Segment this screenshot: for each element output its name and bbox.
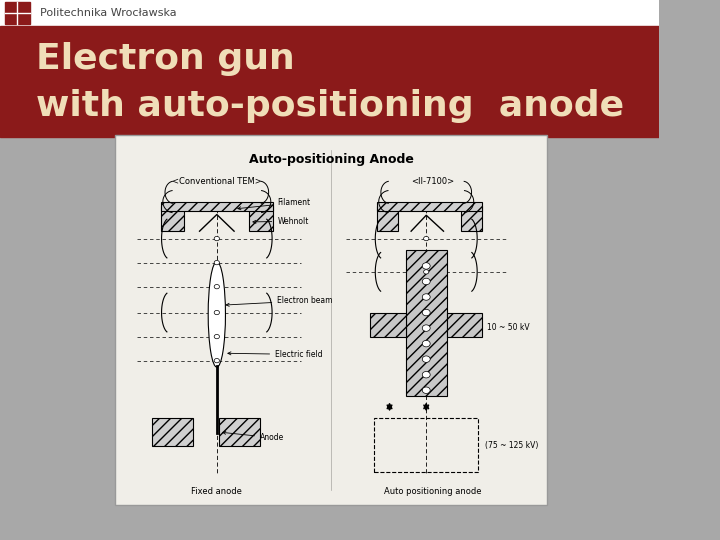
Circle shape: [423, 269, 429, 274]
Circle shape: [214, 285, 220, 289]
Circle shape: [214, 334, 220, 339]
Circle shape: [422, 387, 430, 394]
Text: (75 ~ 125 kV): (75 ~ 125 kV): [485, 441, 538, 450]
Circle shape: [214, 260, 220, 265]
Circle shape: [214, 237, 220, 241]
Bar: [374, 418, 478, 471]
Text: Anode: Anode: [222, 431, 284, 442]
Bar: [447, 313, 482, 336]
Text: Auto positioning anode: Auto positioning anode: [384, 488, 482, 496]
Circle shape: [422, 278, 430, 285]
Circle shape: [423, 237, 429, 241]
Bar: [249, 206, 273, 231]
Circle shape: [422, 340, 430, 347]
Circle shape: [422, 372, 430, 378]
Bar: [4, 2, 30, 24]
Bar: [377, 201, 482, 211]
Bar: [461, 206, 482, 231]
Bar: [405, 249, 447, 396]
Text: <Conventional TEM>: <Conventional TEM>: [172, 177, 261, 186]
Bar: [370, 313, 405, 336]
Circle shape: [422, 309, 430, 316]
Text: Politechnika Wrocławska: Politechnika Wrocławska: [40, 8, 176, 18]
Circle shape: [422, 325, 430, 332]
Circle shape: [422, 356, 430, 362]
Text: 10 ~ 50 kV: 10 ~ 50 kV: [487, 323, 529, 332]
Bar: [161, 206, 184, 231]
Circle shape: [214, 359, 220, 363]
Bar: [219, 418, 260, 446]
Bar: [0, 0, 660, 26]
Ellipse shape: [208, 262, 225, 367]
Text: Fixed anode: Fixed anode: [192, 488, 242, 496]
Text: Auto-positioning Anode: Auto-positioning Anode: [249, 152, 414, 166]
Circle shape: [422, 262, 430, 269]
Bar: [377, 206, 398, 231]
Bar: [161, 201, 273, 211]
Text: <II-7100>: <II-7100>: [411, 177, 454, 186]
Text: Electric field: Electric field: [228, 350, 323, 359]
Bar: [152, 418, 193, 446]
Text: Electron beam: Electron beam: [226, 296, 333, 306]
Bar: [0, 26, 660, 137]
Bar: [115, 135, 547, 505]
Circle shape: [422, 294, 430, 300]
Text: Wehnolt: Wehnolt: [253, 217, 309, 226]
Text: Electron gun: Electron gun: [36, 42, 295, 76]
Text: Filament: Filament: [238, 198, 310, 210]
Circle shape: [214, 310, 220, 315]
Text: with auto-positioning  anode: with auto-positioning anode: [36, 89, 624, 123]
